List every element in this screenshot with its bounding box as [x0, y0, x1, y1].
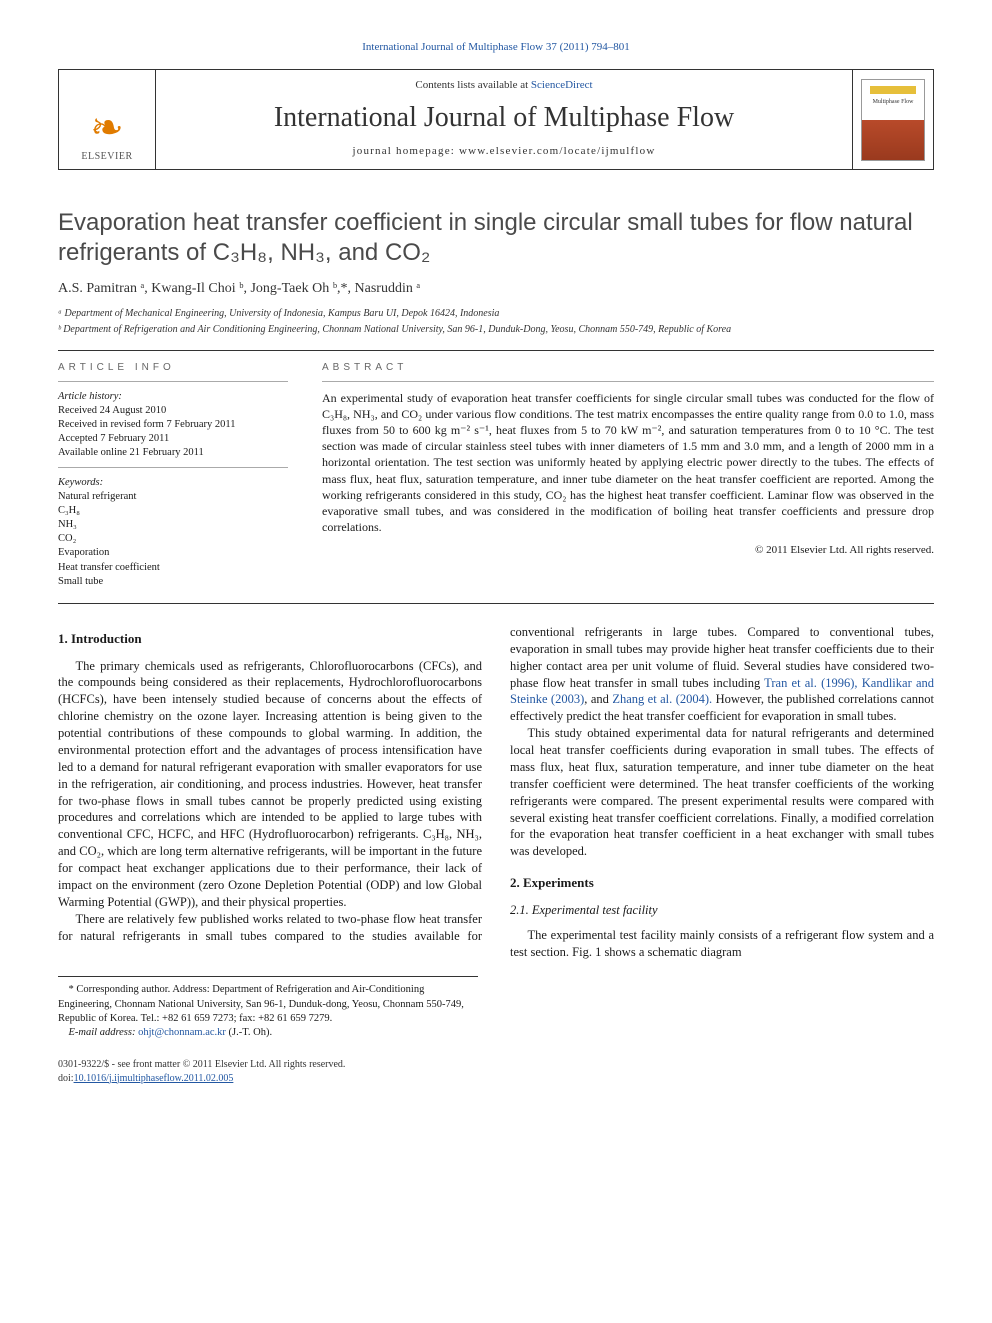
- doi-label: doi:: [58, 1073, 74, 1084]
- journal-cover-icon: [861, 79, 925, 161]
- history-label: Article history:: [58, 390, 288, 404]
- keyword: CO₂: [58, 532, 288, 546]
- keywords-block: Keywords: Natural refrigerant C₃H₈ NH₃ C…: [58, 476, 288, 589]
- keyword: Heat transfer coefficient: [58, 561, 288, 575]
- section-heading-experiments: 2. Experiments: [510, 874, 934, 892]
- affiliation-b: ᵇ Department of Refrigeration and Air Co…: [58, 323, 934, 337]
- body-paragraph: The experimental test facility mainly co…: [510, 927, 934, 961]
- sciencedirect-line: Contents lists available at ScienceDirec…: [176, 78, 832, 93]
- journal-name: International Journal of Multiphase Flow: [176, 99, 832, 137]
- section-heading-introduction: 1. Introduction: [58, 630, 482, 648]
- journal-homepage[interactable]: journal homepage: www.elsevier.com/locat…: [176, 144, 832, 159]
- email-line: E-mail address: ohjt@chonnam.ac.kr (J.-T…: [58, 1026, 478, 1040]
- article-body: 1. Introduction The primary chemicals us…: [58, 624, 934, 960]
- email-link[interactable]: ohjt@chonnam.ac.kr: [138, 1027, 226, 1038]
- divider: [322, 381, 934, 382]
- masthead: ❧ ELSEVIER Contents lists available at S…: [58, 69, 934, 170]
- publisher-name: ELSEVIER: [81, 150, 132, 164]
- email-label: E-mail address:: [69, 1027, 139, 1038]
- footnotes: * Corresponding author. Address: Departm…: [58, 976, 478, 1040]
- affiliations: ᵃ Department of Mechanical Engineering, …: [58, 307, 934, 336]
- keyword: Natural refrigerant: [58, 490, 288, 504]
- keyword: Evaporation: [58, 546, 288, 560]
- keywords-label: Keywords:: [58, 476, 288, 490]
- text-span: , and: [584, 692, 612, 706]
- abstract-copyright: © 2011 Elsevier Ltd. All rights reserved…: [322, 543, 934, 558]
- abstract-head: ABSTRACT: [322, 361, 934, 375]
- corresponding-author-note: * Corresponding author. Address: Departm…: [58, 983, 478, 1026]
- history-online: Available online 21 February 2011: [58, 446, 288, 460]
- keyword: NH₃: [58, 518, 288, 532]
- divider: [58, 381, 288, 382]
- publisher-logo-cell: ❧ ELSEVIER: [59, 98, 155, 170]
- elsevier-tree-icon: ❧: [90, 108, 124, 148]
- keyword: C₃H₈: [58, 504, 288, 518]
- divider: [58, 467, 288, 468]
- history-accepted: Accepted 7 February 2011: [58, 432, 288, 446]
- sciencedirect-link[interactable]: ScienceDirect: [531, 79, 593, 91]
- top-citation[interactable]: International Journal of Multiphase Flow…: [58, 40, 934, 55]
- authors-line: A.S. Pamitran ᵃ, Kwang-Il Choi ᵇ, Jong-T…: [58, 280, 934, 299]
- history-received: Received 24 August 2010: [58, 404, 288, 418]
- keyword: Small tube: [58, 575, 288, 589]
- divider: [58, 603, 934, 604]
- body-paragraph: The primary chemicals used as refrigeran…: [58, 658, 482, 911]
- email-who: (J.-T. Oh).: [226, 1027, 272, 1038]
- article-title: Evaporation heat transfer coefficient in…: [58, 208, 934, 268]
- history-revised: Received in revised form 7 February 2011: [58, 418, 288, 432]
- page-footer: 0301-9322/$ - see front matter © 2011 El…: [58, 1058, 934, 1085]
- affiliation-a: ᵃ Department of Mechanical Engineering, …: [58, 307, 934, 321]
- sd-prefix: Contents lists available at: [415, 79, 530, 91]
- issn-line: 0301-9322/$ - see front matter © 2011 El…: [58, 1058, 934, 1072]
- body-paragraph: This study obtained experimental data fo…: [510, 725, 934, 860]
- doi-link[interactable]: 10.1016/j.ijmultiphaseflow.2011.02.005: [74, 1073, 234, 1084]
- article-history: Article history: Received 24 August 2010…: [58, 390, 288, 461]
- subsection-heading: 2.1. Experimental test facility: [510, 902, 934, 919]
- citation-link[interactable]: Zhang et al. (2004).: [612, 692, 712, 706]
- divider: [58, 350, 934, 351]
- journal-cover-cell: [853, 71, 933, 169]
- abstract-text: An experimental study of evaporation hea…: [322, 390, 934, 536]
- article-info-head: ARTICLE INFO: [58, 361, 288, 375]
